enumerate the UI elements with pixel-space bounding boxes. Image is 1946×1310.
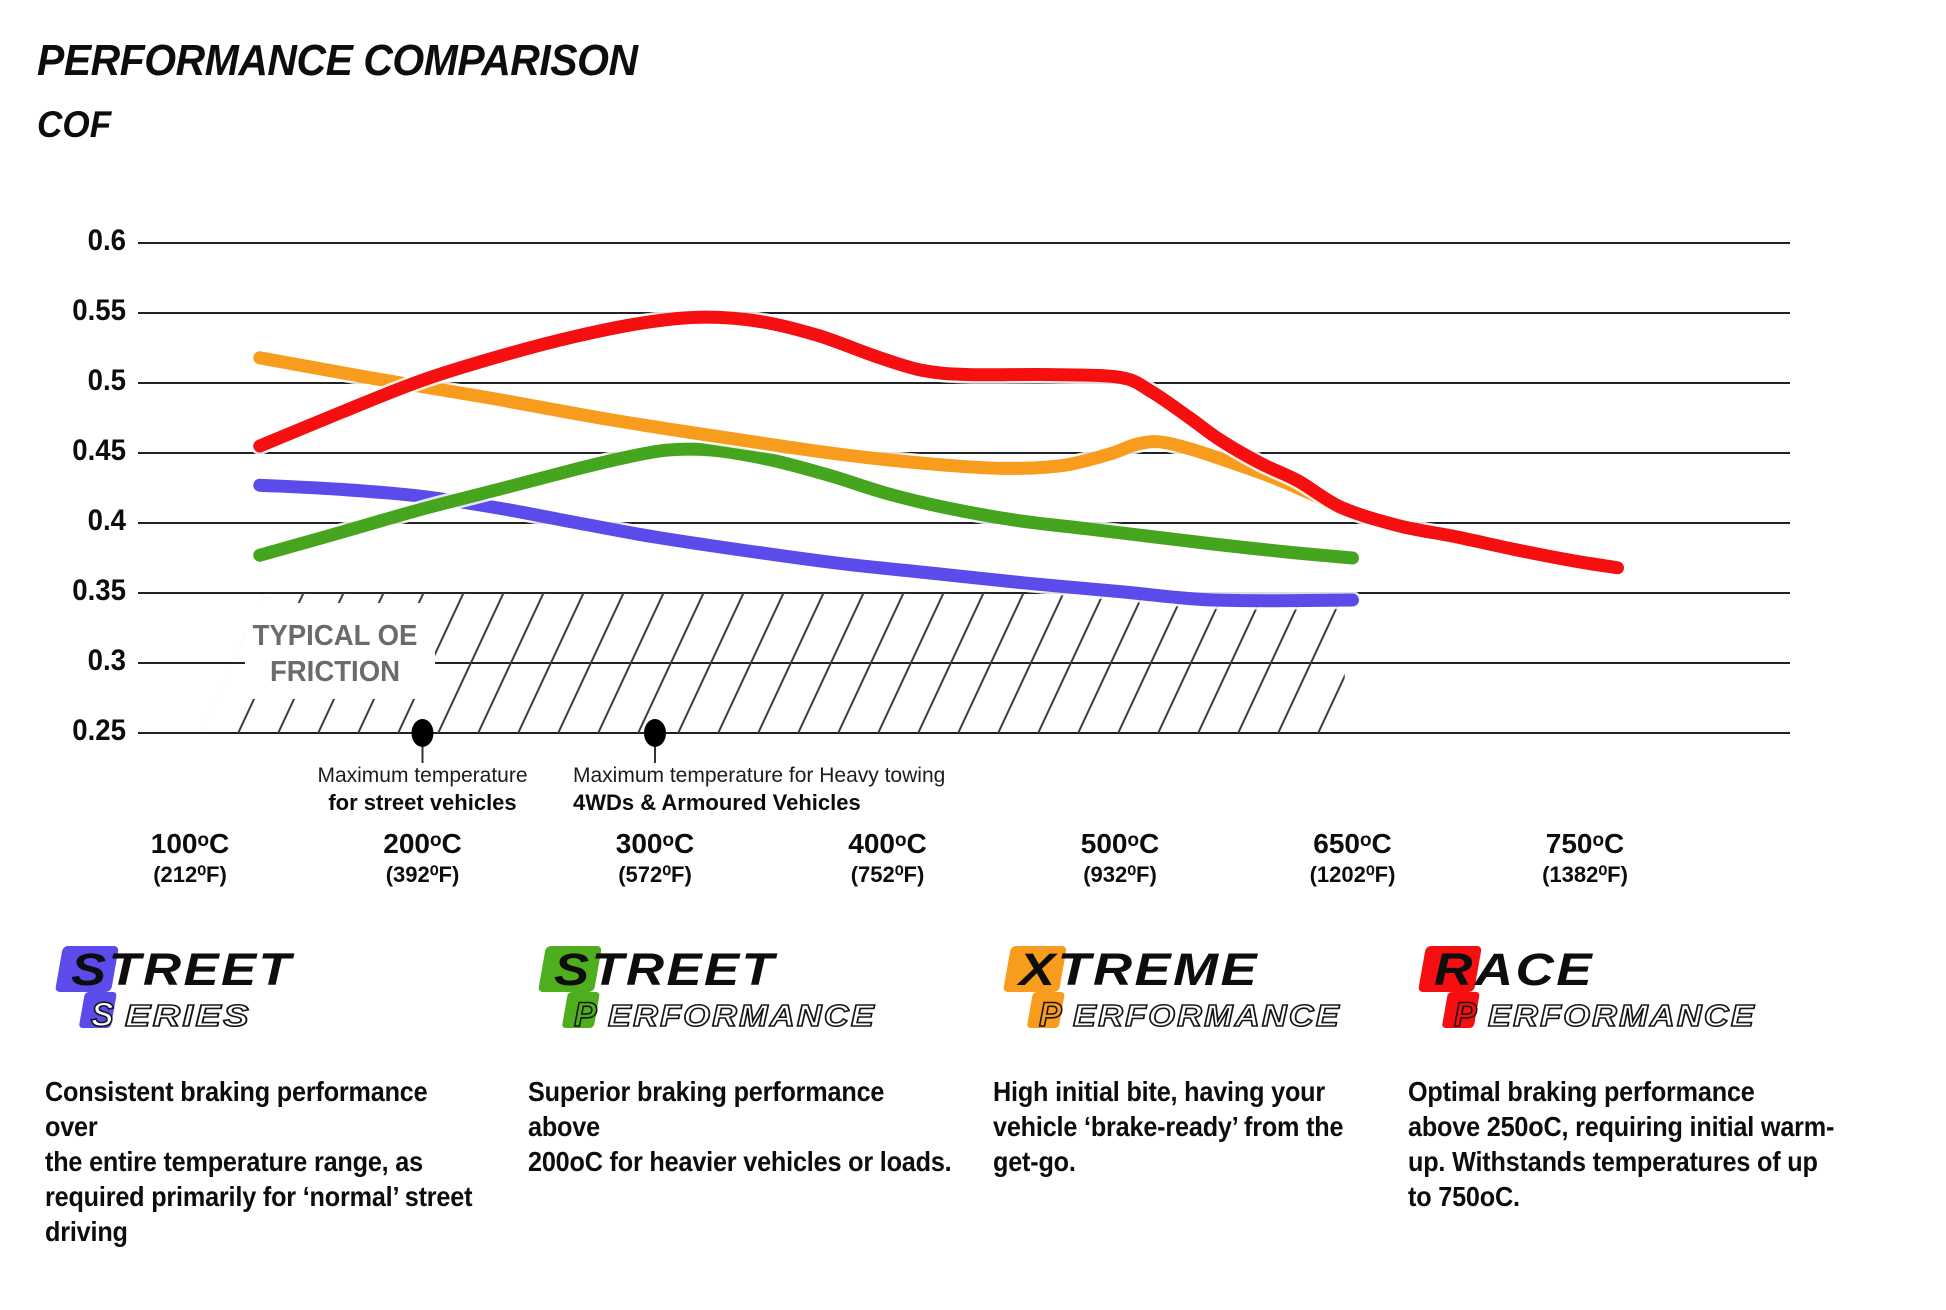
race-performance-description: Optimal braking performance above 250oC,…	[1408, 1076, 1835, 1212]
x-tick-celsius: 200ᵒC	[383, 828, 462, 859]
logo-block	[1418, 946, 1482, 992]
x-tick-celsius: 750ᵒC	[1545, 828, 1625, 859]
logo-block-tab	[562, 992, 600, 1028]
x-tick-celsius: 300ᵒC	[615, 828, 695, 859]
y-tick-label-0.55: 0.55	[72, 294, 126, 327]
annotation-line1: Maximum temperature for Heavy towing	[573, 764, 946, 787]
y-tick-label-0.3: 0.3	[87, 644, 126, 677]
series-curve-race-performance	[253, 310, 1624, 575]
logo-block-tab	[1442, 992, 1480, 1028]
oe-label-backdrop	[245, 603, 435, 699]
logo-word2-first-letter: S	[91, 996, 116, 1034]
annotation-line2: for street vehicles	[328, 790, 517, 815]
oe-friction-hatch	[199, 593, 1345, 733]
x-tick-fahrenheit: (1382⁰F)	[1542, 862, 1628, 887]
x-tick-celsius: 500ᵒC	[1080, 828, 1160, 859]
y-tick-label-0.45: 0.45	[72, 434, 126, 467]
street-performance-description: Superior braking performance above 200oC…	[528, 1076, 952, 1177]
x-tick-fahrenheit: (392⁰F)	[385, 862, 460, 887]
logo-block	[55, 946, 119, 992]
x-tick-label-300: 300ᵒC (572⁰F)	[545, 828, 765, 888]
street-performance-logo: STREET P ERFORMANCE	[538, 944, 876, 1035]
page-title: PERFORMANCE COMPARISON	[37, 36, 638, 85]
xtreme-performance-description: High initial bite, having your vehicle ‘…	[993, 1076, 1344, 1177]
max-temp-annotation-1: Maximum temperature for street vehicles	[243, 762, 603, 816]
x-tick-fahrenheit: (1202⁰F)	[1309, 862, 1396, 887]
y-tick-label-0.25: 0.25	[72, 714, 126, 747]
y-tick-label-0.35: 0.35	[72, 574, 126, 607]
legend-xtreme-performance: XTREME P ERFORMANCE High initial bite, h…	[993, 938, 1473, 1179]
legend-street-series: STREET S ERIES Consistent braking perfor…	[45, 938, 525, 1249]
x-tick-label-400: 400ᵒC (752⁰F)	[778, 828, 998, 888]
typical-oe-friction-label: TYPICAL OE FRICTION	[252, 620, 418, 688]
logo-word2-first-letter: P	[1039, 996, 1064, 1034]
street-series-description: Consistent braking performance over the …	[45, 1076, 473, 1247]
temperature-markers	[411, 719, 666, 763]
logo-word-series: ERIES	[125, 998, 251, 1033]
annotation-line2: 4WDs & Armoured Vehicles	[573, 790, 861, 815]
logo-word-street: STREET	[554, 944, 778, 995]
series-curve-street-performance	[253, 442, 1359, 565]
logo-word-race: RACE	[1434, 944, 1594, 995]
typical-oe-friction-band	[199, 593, 1345, 733]
logo-word-performance: ERFORMANCE	[608, 998, 876, 1033]
x-tick-label-750: 750ᵒC (1382⁰F)	[1475, 828, 1695, 888]
logo-word2-first-letter: P	[1454, 996, 1479, 1034]
y-tick-label-0.5: 0.5	[87, 364, 126, 397]
x-tick-label-650: 650ᵒC (1202⁰F)	[1243, 828, 1463, 888]
logo-word-performance: ERFORMANCE	[1488, 998, 1756, 1033]
y-tick-label-0.4: 0.4	[87, 504, 126, 537]
legend-street-performance: STREET P ERFORMANCE Superior braking per…	[528, 938, 1008, 1179]
logo-block-tab	[1027, 992, 1065, 1028]
x-tick-celsius: 100ᵒC	[150, 828, 230, 859]
x-tick-celsius: 650ᵒC	[1313, 828, 1392, 859]
logo-word2-first-letter: P	[574, 996, 599, 1034]
x-tick-label-500: 500ᵒC (932⁰F)	[1010, 828, 1230, 888]
logo-block	[1003, 946, 1067, 992]
logo-word-performance: ERFORMANCE	[1073, 998, 1341, 1033]
y-axis-title: COF	[37, 104, 112, 145]
series-curve-xtreme-performance	[253, 351, 1352, 517]
max-temp-annotation-2: Maximum temperature for Heavy towing 4WDs…	[573, 762, 1093, 816]
cof-line-chart	[138, 242, 1790, 763]
x-tick-fahrenheit: (212⁰F)	[153, 862, 227, 887]
x-tick-fahrenheit: (752⁰F)	[850, 862, 925, 887]
x-tick-label-200: 200ᵒC (392⁰F)	[313, 828, 533, 888]
xtreme-performance-logo: XTREME P ERFORMANCE	[1003, 944, 1341, 1035]
street-series-logo: STREET S ERIES	[55, 944, 295, 1035]
max-temp-dot-1	[411, 719, 434, 747]
x-tick-label-100: 100ᵒC (212⁰F)	[80, 828, 300, 888]
logo-word-street: STREET	[71, 944, 295, 995]
annotation-line1: Maximum temperature	[317, 764, 528, 787]
logo-block	[538, 946, 602, 992]
x-tick-fahrenheit: (932⁰F)	[1083, 862, 1157, 887]
logo-block-tab	[79, 992, 117, 1028]
x-tick-fahrenheit: (572⁰F)	[618, 862, 692, 887]
legend-race-performance: RACE P ERFORMANCE Optimal braking perfor…	[1408, 938, 1888, 1214]
race-performance-logo: RACE P ERFORMANCE	[1418, 944, 1756, 1035]
max-temp-dot-2	[644, 719, 666, 747]
series-curves	[250, 308, 1627, 610]
logo-word-xtreme: XTREME	[1015, 944, 1259, 995]
y-tick-label-0.6: 0.6	[87, 224, 126, 257]
x-tick-celsius: 400ᵒC	[848, 828, 927, 859]
